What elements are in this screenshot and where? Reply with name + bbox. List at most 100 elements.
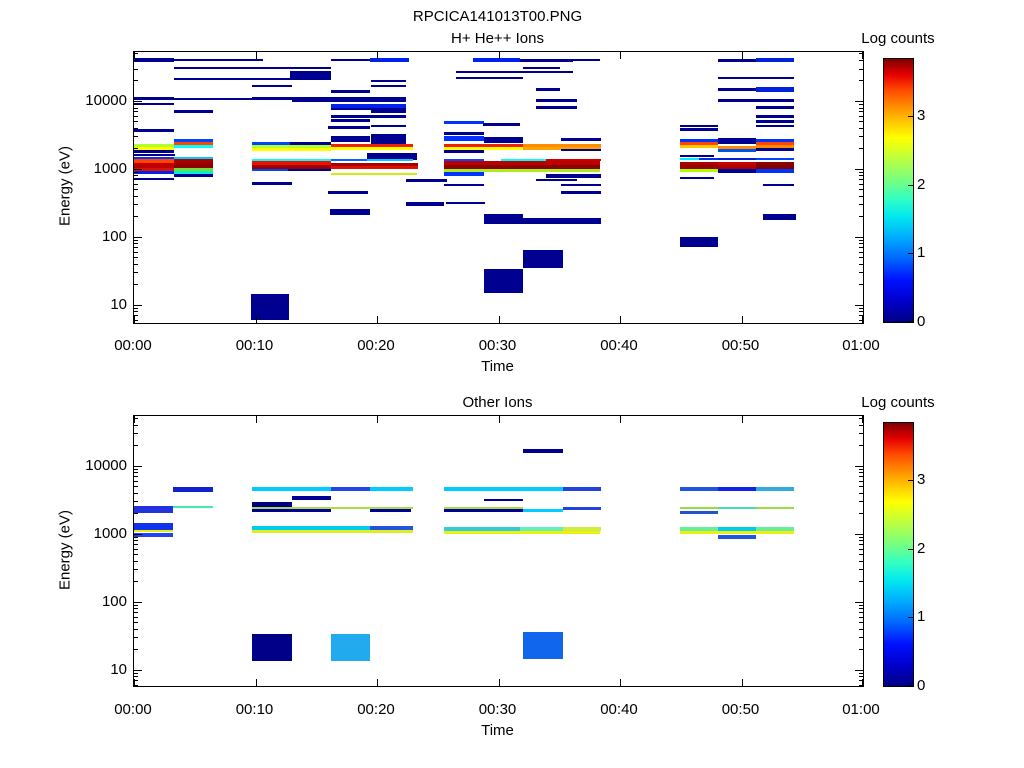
spectrogram-bar [483,268,523,293]
y-tick [859,492,863,494]
spectrogram-bar [718,534,757,539]
x-tick [620,52,621,59]
spectrogram-bar [330,159,368,161]
y-tick [855,465,863,467]
colorbar-tick [908,321,913,322]
spectrogram-bar [522,143,601,147]
colorbar-tick [908,115,913,117]
y-tick [134,263,138,265]
spectrogram-bar [718,138,757,144]
spectrogram-bar [292,100,331,103]
spectrogram-bar [718,506,757,509]
y-tick [134,554,138,556]
y-tick [134,121,138,123]
spectrogram-bar [134,532,173,537]
spectrogram-bar [134,146,174,150]
spectrogram-bar [456,77,523,79]
colorbar-tick [908,479,913,481]
spectrogram-bar [718,526,757,531]
y-tick [134,179,138,181]
spectrogram-bar [536,88,561,92]
spectrogram-bar [367,159,414,161]
spectrogram-bar [367,157,418,160]
y-tick [134,424,138,426]
y-tick [134,80,138,82]
spectrogram-bar [172,486,213,492]
spectrogram-bar [679,526,719,531]
spectrogram-bar [679,124,719,127]
colorbar-tick [908,184,913,186]
panel2-plot-area [133,415,864,687]
y-tick [859,127,863,129]
spectrogram-bar [718,157,757,160]
y-tick [134,601,142,603]
x-tick [862,679,863,686]
y-tick [859,424,863,426]
y-tick [859,445,863,447]
y-tick [859,628,863,630]
panel2-colorbar-title: Log counts [861,394,935,411]
y-tick [855,601,863,603]
colorbar-tick [908,548,913,550]
y-tick [859,476,863,478]
colorbar-tick-label: 2 [917,539,926,557]
y-tick [134,68,138,70]
spectrogram-bar [369,486,414,491]
spectrogram-bar [756,141,794,145]
y-tick [859,608,863,610]
x-tick [741,679,743,686]
panel2-x-axis-label: Time [481,722,514,739]
y-tick [859,189,863,191]
spectrogram-bar [699,157,719,160]
spectrogram-bar [330,172,418,175]
panel2-colorbar [883,422,914,687]
spectrogram-bar [251,168,289,171]
spectrogram-bar [173,97,263,101]
spectrogram-bar [536,178,578,181]
spectrogram-bar [329,209,370,215]
spectrogram-bar [483,214,523,224]
spectrogram-bar [406,179,448,183]
spectrogram-bar [134,162,174,168]
y-tick [859,195,863,197]
spectrogram-bar [560,138,601,142]
spectrogram-bar [251,160,331,165]
x-tick [620,316,621,323]
y-tick-label: 10 [110,295,127,313]
y-tick [859,501,863,503]
spectrogram-bar [330,119,370,122]
y-tick [859,263,863,265]
spectrogram-bar [718,98,794,102]
y-tick [134,501,138,503]
y-tick-label: 1000 [93,524,127,542]
spectrogram-bar [251,66,331,69]
y-tick [859,68,863,70]
y-tick [134,53,138,55]
y-tick [134,272,138,274]
y-tick [134,544,138,546]
y-tick [859,569,863,571]
y-tick [855,168,863,170]
spectrogram-bar [251,148,331,151]
spectrogram-bar [756,148,794,151]
y-tick [859,239,863,241]
spectrogram-bar [173,59,263,62]
spectrogram-bar [367,153,418,157]
spectrogram-bar [763,183,794,186]
spectrogram-bar [522,448,563,453]
x-tick-label: 00:30 [478,701,517,718]
spectrogram-bar [443,131,484,136]
x-tick [498,316,500,323]
x-tick-label: 00:40 [600,701,638,718]
panel1-subtitle: H+ He++ Ions [451,30,544,47]
y-tick [134,319,138,321]
y-tick [134,168,142,170]
x-tick-label: 00:50 [721,701,760,718]
spectrogram-bar [251,77,331,80]
spectrogram-bar [718,88,757,92]
spectrogram-bar [456,70,573,74]
y-tick [134,581,138,583]
x-tick [255,316,257,323]
spectrogram-bar [328,191,369,194]
y-tick [134,637,138,639]
